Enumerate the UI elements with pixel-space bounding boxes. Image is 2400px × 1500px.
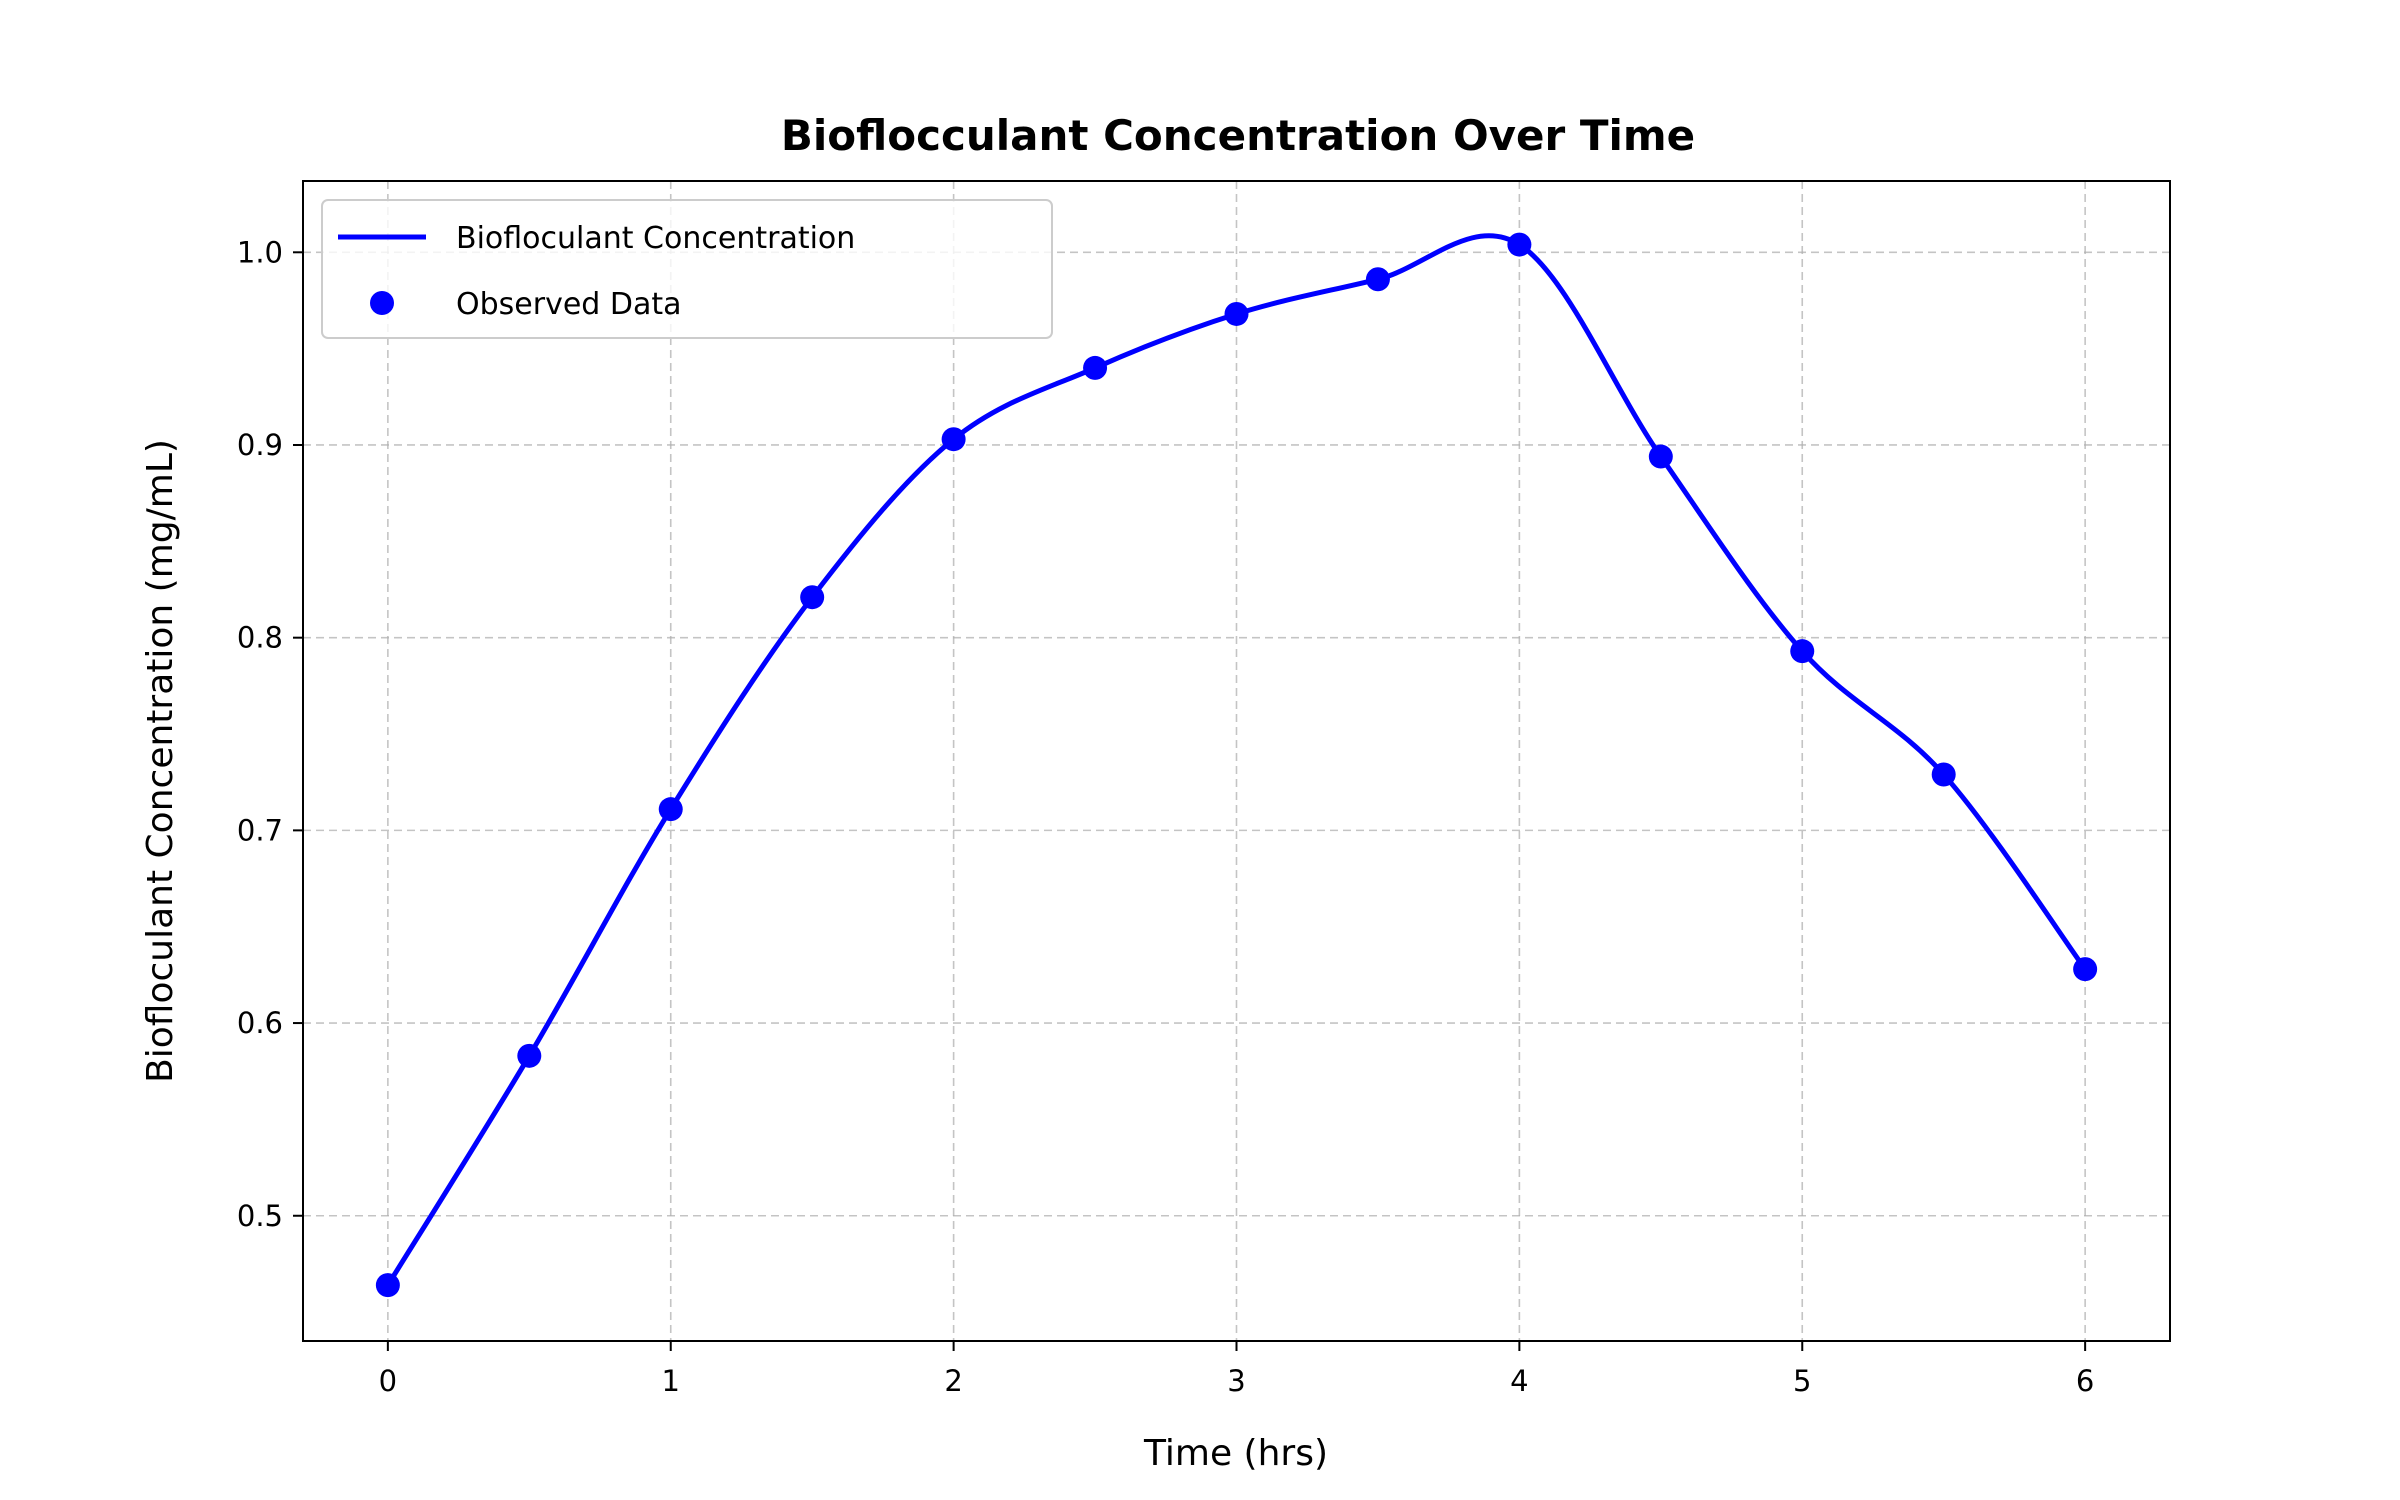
data-point: [800, 585, 825, 610]
legend-label-scatter: Observed Data: [456, 287, 682, 322]
x-tick-label: 3: [1227, 1364, 1245, 1398]
chart-title: Bioflocculant Concentration Over Time: [781, 111, 1695, 160]
data-point: [2073, 957, 2098, 982]
x-axis-label: Time (hrs): [1143, 1433, 1328, 1474]
data-point: [658, 797, 683, 822]
data-point: [1224, 301, 1249, 326]
data-point: [1365, 267, 1390, 292]
y-tick-label: 1.0: [237, 235, 283, 269]
grid: [303, 181, 2170, 1341]
x-tick-label: 6: [2076, 1364, 2094, 1398]
y-tick-label: 0.8: [237, 621, 283, 655]
series-points: [375, 232, 2098, 1298]
y-axis-label: Biofloculant Concentration (mg/mL): [140, 439, 181, 1083]
x-tick-label: 2: [944, 1364, 962, 1398]
data-point: [375, 1273, 400, 1298]
y-tick-label: 0.9: [237, 428, 283, 462]
x-axis-ticks: 0 1 2 3 4 5 6: [379, 1341, 2094, 1398]
y-tick-label: 0.5: [237, 1199, 283, 1233]
x-tick-label: 0: [379, 1364, 397, 1398]
x-tick-label: 5: [1793, 1364, 1811, 1398]
data-point: [517, 1043, 542, 1068]
y-tick-label: 0.6: [237, 1006, 283, 1040]
x-tick-label: 1: [662, 1364, 680, 1398]
data-point: [1648, 444, 1673, 469]
y-tick-label: 0.7: [237, 813, 283, 847]
legend: Biofloculant Concentration Observed Data: [321, 199, 1053, 339]
legend-box: [321, 199, 1053, 339]
data-point: [1790, 639, 1815, 664]
x-tick-label: 4: [1510, 1364, 1528, 1398]
data-point: [1931, 762, 1956, 787]
data-point: [1507, 232, 1532, 257]
data-point: [1083, 355, 1108, 380]
data-point: [941, 427, 966, 452]
legend-label-line: Biofloculant Concentration: [456, 221, 855, 256]
legend-marker-swatch: [370, 291, 394, 315]
y-axis-ticks: 0.5 0.6 0.7 0.8 0.9 1.0: [237, 235, 303, 1233]
